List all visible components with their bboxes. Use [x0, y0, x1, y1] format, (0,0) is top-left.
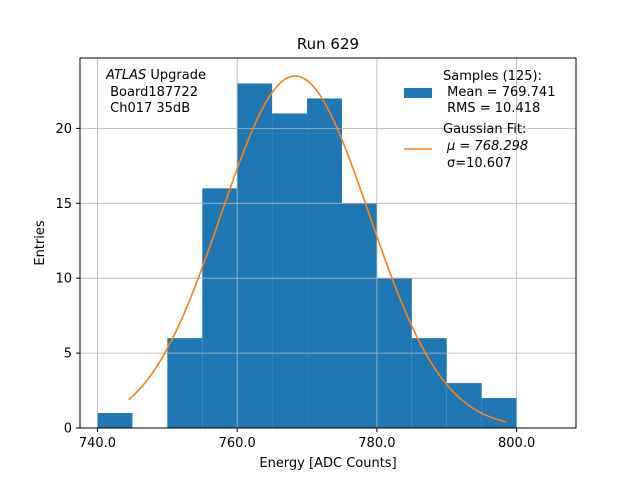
- y-axis-label: Entries: [33, 220, 48, 266]
- chart-title: Run 629: [297, 35, 359, 53]
- axis-ticks: 740.0 760.0 780.0 800.0 0 5 10 15 20: [55, 122, 535, 451]
- histogram-bar-4: [237, 83, 273, 429]
- annotation-line-2: Board187722: [106, 85, 198, 100]
- histogram-bar-5: [272, 113, 308, 428]
- histogram-bar-0: [97, 413, 133, 428]
- legend: Samples (125): Mean = 769.741 RMS = 10.4…: [404, 69, 555, 171]
- annotation-upgrade: Upgrade: [146, 68, 206, 83]
- annotation-line-1: ATLAS Upgrade: [105, 68, 206, 83]
- x-tick-label-3: 800.0: [498, 436, 535, 451]
- x-tick-label-0: 740.0: [79, 436, 116, 451]
- legend-samples-rms: RMS = 10.418: [443, 101, 540, 116]
- histogram-bar-3: [202, 188, 238, 428]
- y-tick-label-2: 10: [55, 272, 72, 287]
- legend-samples-swatch: [404, 88, 432, 98]
- annotation-line-3: Ch017 35dB: [106, 101, 190, 116]
- legend-samples-mean: Mean = 769.741: [443, 85, 555, 100]
- plot-frame: [79, 57, 577, 429]
- x-tick-label-1: 760.0: [219, 436, 256, 451]
- y-tick-label-1: 5: [64, 347, 72, 362]
- x-tick-label-2: 780.0: [358, 436, 395, 451]
- fit-line: [128, 75, 507, 423]
- histogram-bar-11: [481, 398, 517, 428]
- legend-fit-label: Gaussian Fit:: [443, 122, 526, 137]
- gaussian-fit-curve: [128, 75, 507, 423]
- legend-fit-sigma: σ=10.607: [447, 156, 512, 171]
- legend-samples-label: Samples (125):: [443, 69, 542, 84]
- y-tick-label-0: 0: [64, 422, 72, 437]
- annotation-atlas: ATLAS: [105, 68, 146, 83]
- histogram-bar-9: [411, 338, 447, 428]
- y-tick-label-4: 20: [55, 122, 72, 137]
- histogram-bar-6: [307, 98, 342, 428]
- legend-fit-mu: μ = 768.298: [446, 139, 528, 154]
- y-tick-label-3: 15: [55, 197, 72, 212]
- histogram-bar-7: [341, 203, 377, 428]
- x-axis-label: Energy [ADC Counts]: [259, 456, 396, 471]
- histogram-bar-2: [167, 338, 203, 428]
